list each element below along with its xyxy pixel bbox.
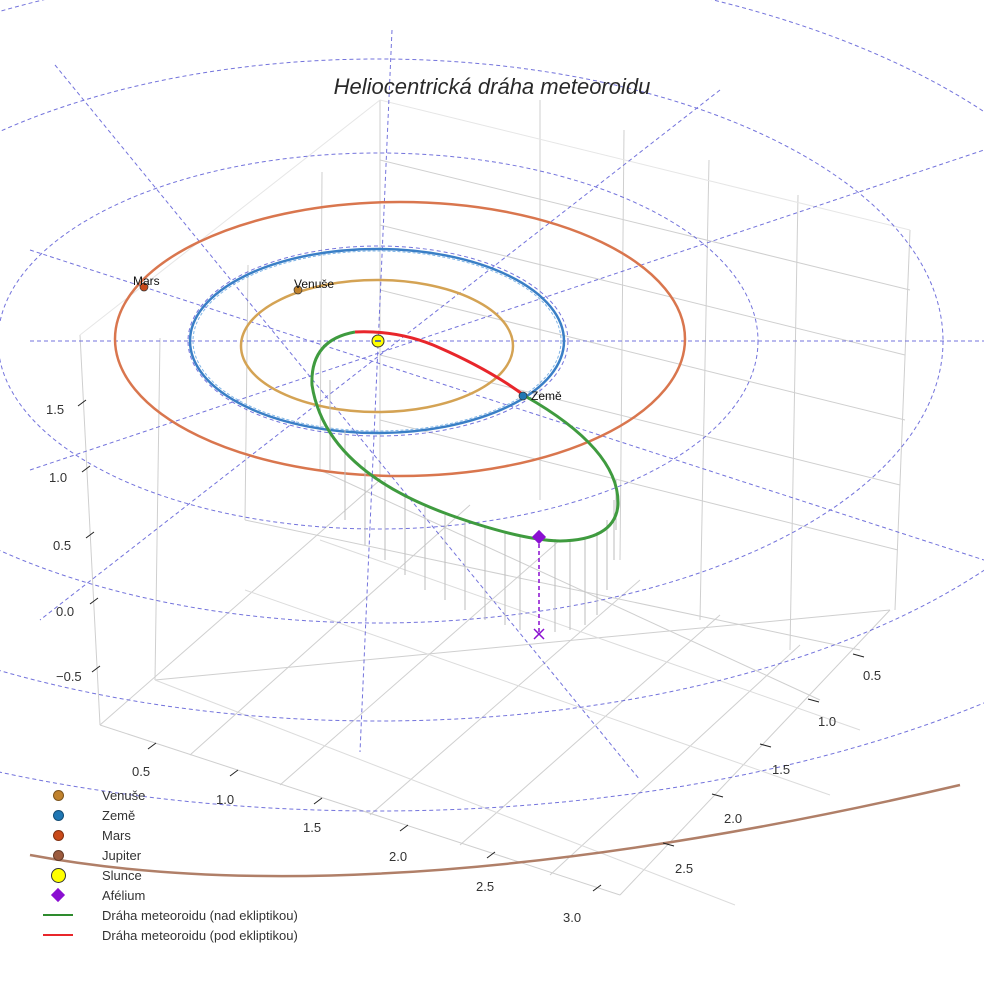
z-tick: 0.0 — [56, 604, 75, 619]
legend: Venuše Země Mars Jupiter Slunce Afélium … — [36, 785, 298, 945]
y-tick: 1.0 — [818, 714, 837, 729]
earth-label: Země — [531, 389, 562, 403]
red-line-icon — [43, 934, 73, 936]
x-tick: 2.5 — [476, 879, 495, 894]
legend-item-venus[interactable]: Venuše — [36, 785, 298, 805]
earth-dot-icon — [52, 809, 64, 821]
y-tick: 1.5 — [772, 762, 791, 777]
green-line-icon — [43, 914, 73, 916]
y-tick: 2.5 — [675, 861, 694, 876]
y-tick: 2.0 — [724, 811, 743, 826]
x-tick: 1.0 — [216, 792, 235, 807]
aphelion-projection-x-icon — [533, 628, 545, 640]
y-tick: 0.5 — [863, 668, 882, 683]
ecliptic-grid — [0, 0, 984, 812]
meteoroid-path-below — [354, 330, 526, 398]
venus-marker — [293, 285, 303, 295]
mars-label: Mars — [133, 274, 160, 288]
z-tick: −0.5 — [56, 669, 82, 684]
meteoroid-path-above — [310, 330, 620, 543]
mars-dot-icon — [52, 829, 64, 841]
diamond-icon — [50, 887, 66, 903]
legend-item-sun[interactable]: Slunce — [36, 865, 298, 885]
venus-orbit — [239, 278, 515, 414]
earth-orbit — [188, 247, 566, 435]
tick-marks — [77, 399, 865, 892]
drop-lines — [329, 380, 617, 632]
legend-item-earth[interactable]: Země — [36, 805, 298, 825]
earth-marker — [518, 391, 528, 401]
legend-label: Země — [102, 807, 136, 823]
sun-dot-icon — [50, 867, 66, 883]
z-tick: 1.0 — [49, 470, 68, 485]
jupiter-orbit — [29, 783, 961, 878]
z-tick: 1.5 — [46, 402, 65, 417]
legend-label: Afélium — [102, 887, 146, 903]
legend-item-jupiter[interactable]: Jupiter — [36, 845, 298, 865]
legend-label: Dráha meteoroidu (pod ekliptikou) — [102, 927, 298, 943]
grid-lines — [79, 99, 911, 906]
legend-item-mars[interactable]: Mars — [36, 825, 298, 845]
mars-orbit — [113, 200, 687, 478]
x-tick: 1.5 — [303, 820, 322, 835]
aphelion-marker — [531, 529, 547, 545]
legend-label: Venuše — [102, 787, 146, 803]
legend-item-path-below[interactable]: Dráha meteoroidu (pod ekliptikou) — [36, 925, 298, 945]
venus-label: Venuše — [294, 277, 335, 291]
chart-title: Heliocentrická dráha meteoroidu — [333, 74, 651, 99]
x-tick: 0.5 — [132, 764, 151, 779]
legend-label: Dráha meteoroidu (nad ekliptikou) — [102, 907, 298, 923]
z-tick: 0.5 — [53, 538, 72, 553]
mars-marker — [139, 282, 149, 292]
legend-label: Jupiter — [102, 847, 142, 863]
venus-dot-icon — [52, 789, 64, 801]
x-tick: 3.0 — [563, 910, 582, 925]
legend-label: Slunce — [102, 867, 142, 883]
legend-item-path-above[interactable]: Dráha meteoroidu (nad ekliptikou) — [36, 905, 298, 925]
legend-item-aphelion[interactable]: Afélium — [36, 885, 298, 905]
x-tick: 2.0 — [389, 849, 408, 864]
legend-label: Mars — [102, 827, 131, 843]
jupiter-dot-icon — [52, 849, 64, 861]
